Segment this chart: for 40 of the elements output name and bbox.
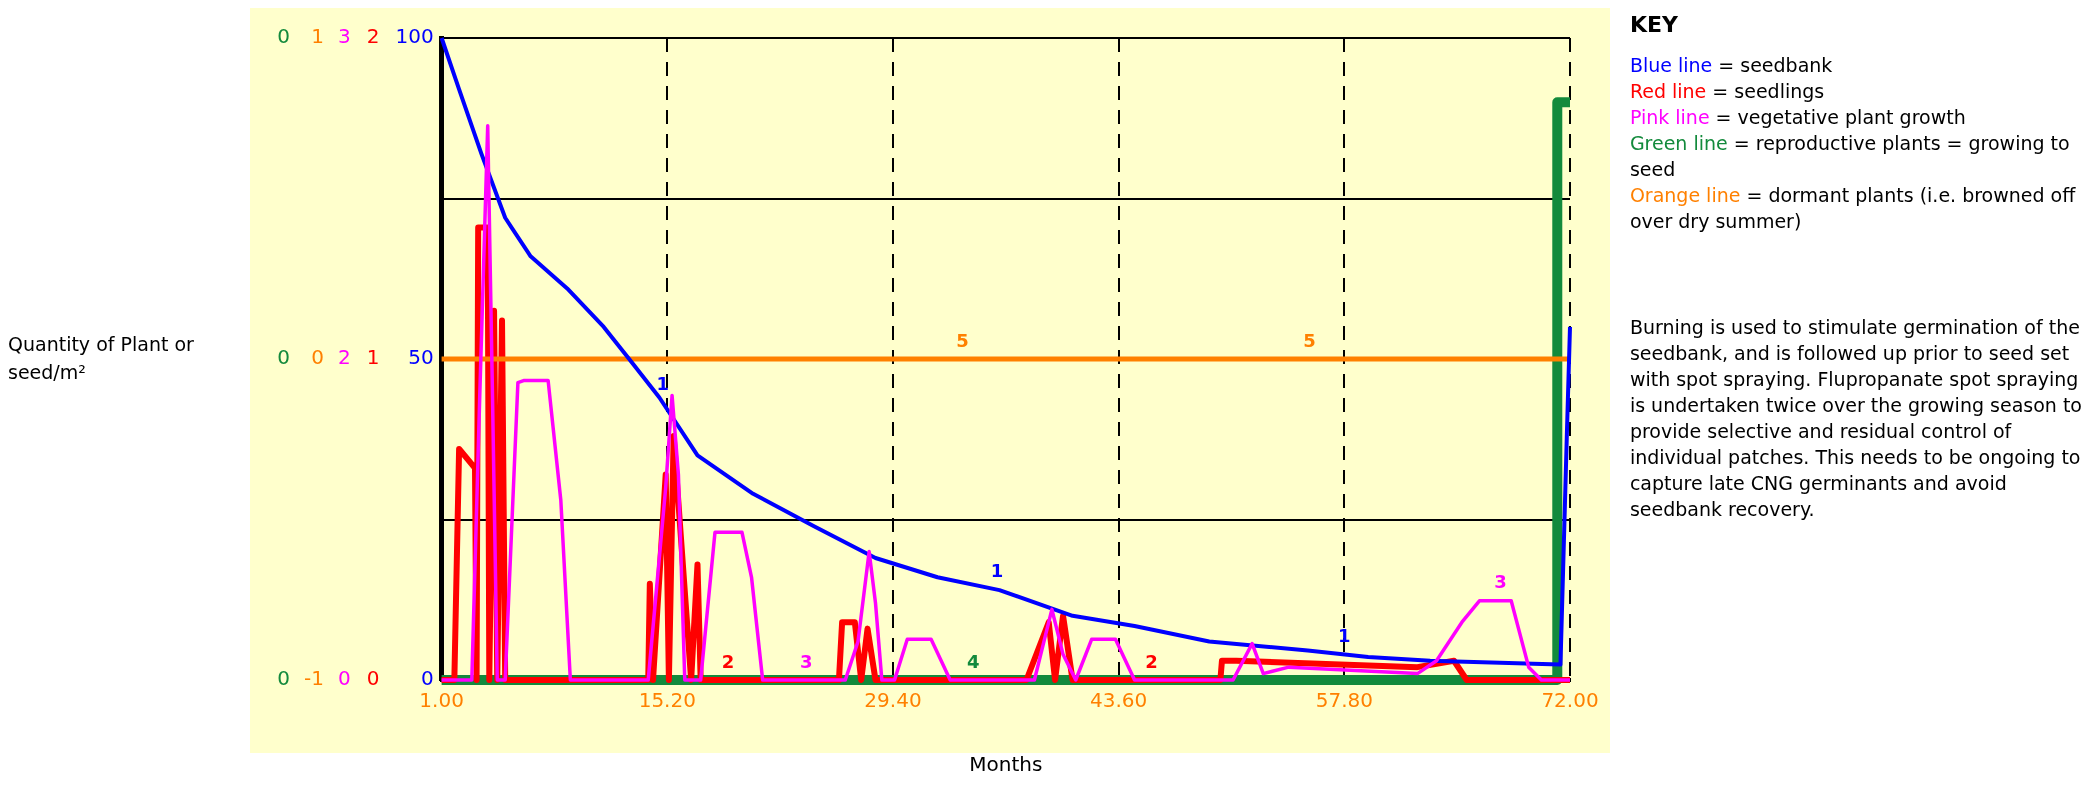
y3-tick-label: 2 bbox=[337, 345, 351, 370]
y-tick-label: 100 bbox=[395, 24, 434, 49]
text: 1 bbox=[1337, 625, 1351, 647]
text: 0 bbox=[311, 345, 324, 370]
x-tick-label: 29.40 bbox=[864, 688, 922, 713]
y3-tick-label: 3 bbox=[337, 24, 351, 49]
text: 5 bbox=[1303, 329, 1316, 351]
x-tick-label: 15.20 bbox=[638, 688, 696, 713]
text: Green line = reproductive plants = growing to seed bbox=[1629, 132, 2070, 180]
x-axis-title: Months bbox=[969, 752, 1043, 777]
text: 2 bbox=[1145, 650, 1158, 672]
y-tick-label: 0 bbox=[420, 666, 434, 691]
text: Red line = seedlings bbox=[1629, 79, 1826, 104]
text: 1 bbox=[311, 24, 324, 49]
y2-tick-label: 1 bbox=[366, 345, 380, 370]
x-tick-label: 57.80 bbox=[1315, 688, 1373, 713]
series-label: 2 bbox=[721, 650, 735, 672]
y-tick-label: 50 bbox=[408, 345, 434, 370]
text: Pink line = vegetative plant growth bbox=[1629, 105, 1967, 130]
series-label: 3 bbox=[799, 650, 813, 672]
series-label: 1 bbox=[656, 373, 669, 395]
annotation: 1 bbox=[990, 560, 1004, 582]
text: -1 bbox=[303, 666, 324, 691]
y2-tick-label: 0 bbox=[366, 666, 380, 691]
text: 0 bbox=[277, 666, 290, 691]
text: Blue line = seedbank bbox=[1629, 53, 1834, 78]
x-tick-label: 72.00 bbox=[1541, 688, 1599, 713]
text: KEY bbox=[1629, 12, 1679, 38]
x-tick-label: 43.60 bbox=[1089, 688, 1148, 713]
text: 0 bbox=[277, 24, 290, 49]
text: Quantity of Plant or seed/m² bbox=[8, 332, 195, 385]
y3-tick-label: 0 bbox=[337, 666, 351, 691]
text: Orange line = dormant plants (i.e. browned off over dry summer) bbox=[1629, 183, 2077, 234]
x-tick-label: 1.00 bbox=[419, 688, 464, 713]
text: Burning is used to stimulate germination of the seedbank, and is followed up prior to seed set with spot spraying. Flupropanate spot spraying is undertaken twice over the growing season to provide selective and residual control of individual patches. This needs to be ongoing to capture late CNG germinants and avoid seedbank recovery. bbox=[1629, 315, 2083, 522]
series-label: 5 bbox=[956, 329, 969, 351]
y2-tick-label: 2 bbox=[366, 24, 380, 49]
text: 3 bbox=[1494, 571, 1507, 593]
series-label: 4 bbox=[966, 650, 980, 672]
text: 0 bbox=[277, 345, 290, 370]
